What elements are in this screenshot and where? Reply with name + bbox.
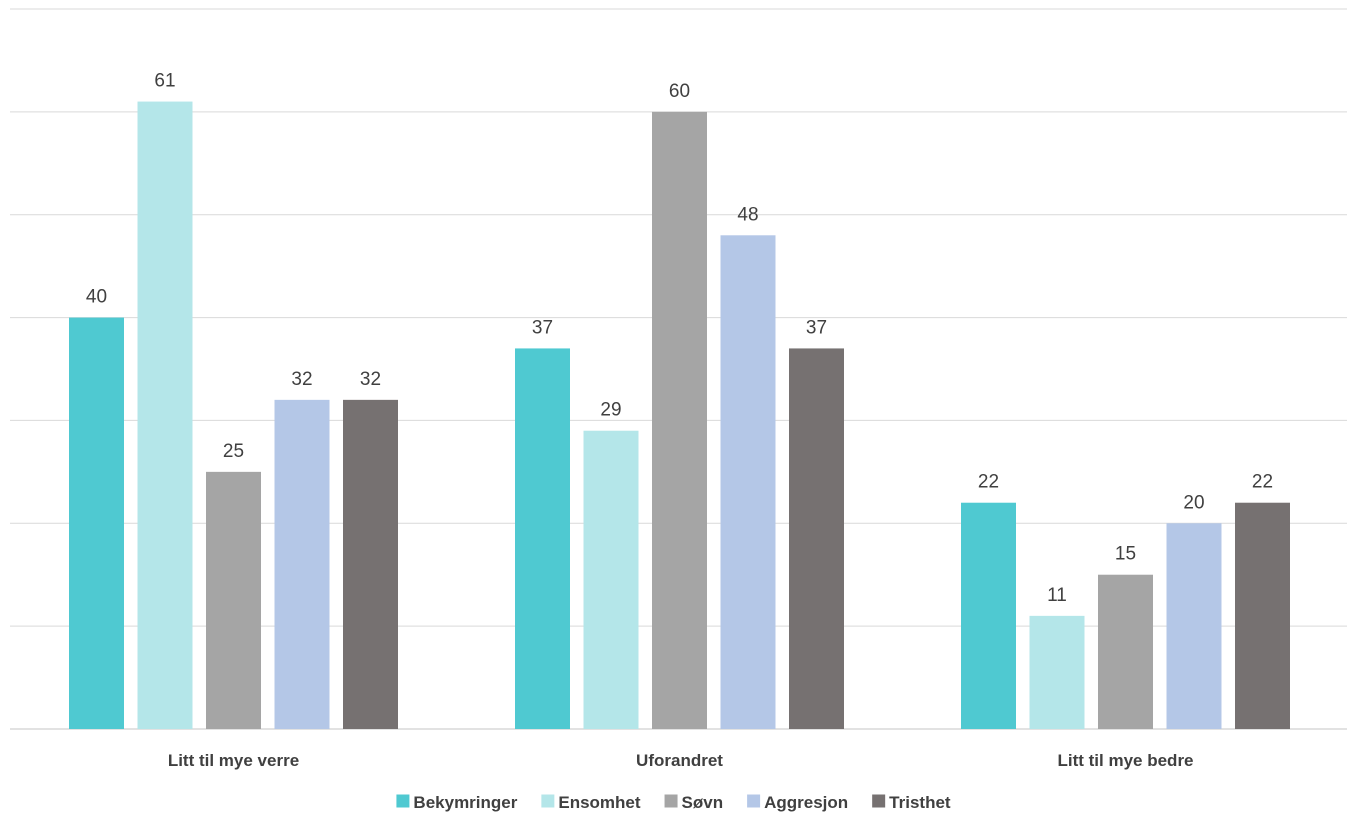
data-label: 37: [532, 317, 553, 338]
data-label: 60: [669, 81, 690, 102]
data-label: 25: [223, 441, 244, 462]
legend-item-ensomhet: Ensomhet: [541, 793, 641, 812]
bar-tristhet-1: [343, 399, 398, 729]
bar-aggresjon-2: [720, 235, 776, 730]
legend-label: Tristhet: [889, 793, 951, 812]
legend-swatch: [396, 794, 410, 808]
bar-søvn-1: [206, 471, 261, 729]
bar-aggresjon-3: [1166, 523, 1222, 729]
data-label: 61: [154, 71, 175, 92]
legend-item-tristhet: Tristhet: [872, 793, 951, 812]
bar-bekymringer-1: [69, 317, 124, 729]
legend-label: Ensomhet: [558, 793, 641, 812]
legend-label: Bekymringer: [413, 793, 517, 812]
legend-swatch: [747, 794, 761, 808]
legend-item-bekymringer: Bekymringer: [396, 793, 518, 812]
legend-label: Søvn: [682, 793, 724, 812]
category-labels-group: Litt til mye verre Uforandret Litt til mye…: [168, 751, 1194, 770]
legend-swatch: [664, 794, 678, 808]
data-label: 37: [806, 317, 827, 338]
bar-aggresjon-1: [274, 399, 330, 729]
data-label: 22: [1252, 472, 1273, 493]
bar-tristhet-2: [789, 348, 844, 729]
data-labels-group: 40 61 25 32 32 37 29 60 48 37 22 11 15 20 22: [86, 71, 1273, 606]
legend-label: Aggresjon: [764, 793, 848, 812]
data-label: 29: [600, 400, 621, 421]
data-label: 32: [360, 369, 381, 390]
data-label: 32: [291, 369, 312, 390]
legend-swatch: [872, 794, 886, 808]
data-label: 48: [737, 204, 758, 225]
data-label: 20: [1183, 492, 1204, 513]
bar-bekymringer-3: [961, 502, 1016, 729]
bar-ensomhet-2: [583, 430, 639, 729]
bars-group: [69, 101, 1290, 730]
data-label: 15: [1115, 544, 1136, 565]
legend: Bekymringer Ensomhet Søvn Aggresjon Tristhet: [396, 793, 951, 812]
legend-item-søvn: Søvn: [664, 793, 724, 812]
data-label: 11: [1047, 585, 1067, 606]
bar-bekymringer-2: [515, 348, 570, 729]
bar-ensomhet-1: [137, 101, 193, 730]
category-label: Litt til mye verre: [168, 751, 299, 770]
bar-ensomhet-3: [1029, 615, 1085, 729]
legend-swatch: [541, 794, 555, 808]
bar-tristhet-3: [1235, 502, 1290, 729]
category-label: Uforandret: [636, 751, 723, 770]
legend-item-aggresjon: Aggresjon: [747, 793, 848, 812]
data-label: 40: [86, 287, 107, 308]
bar-søvn-2: [652, 111, 707, 730]
category-label: Litt til mye bedre: [1057, 751, 1193, 770]
data-label: 22: [978, 472, 999, 493]
bar-søvn-3: [1098, 574, 1153, 729]
